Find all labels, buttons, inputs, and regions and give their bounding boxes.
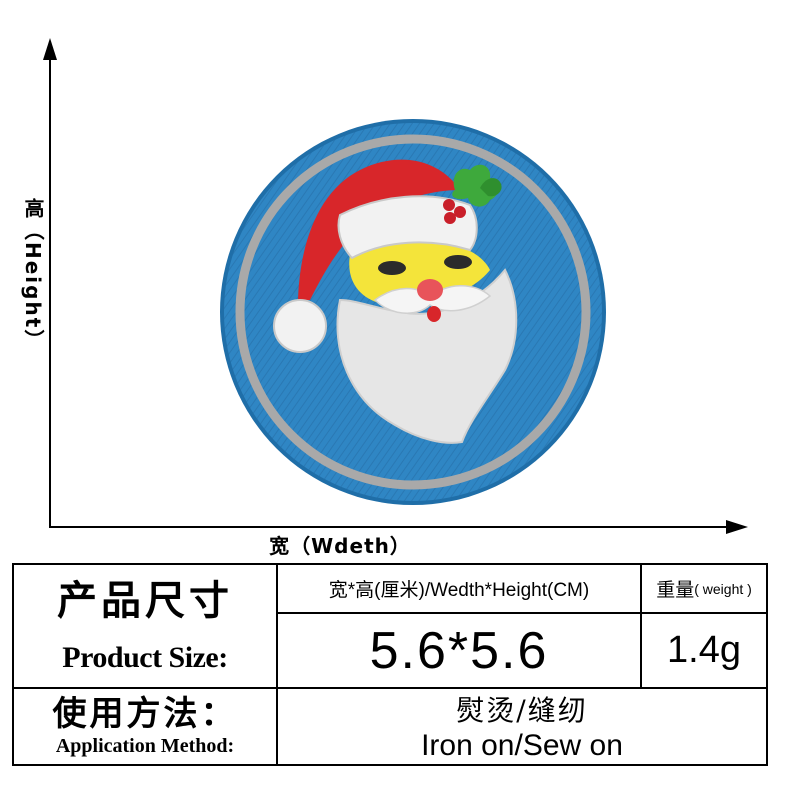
weight-value: 1.4g xyxy=(667,629,741,671)
pompom xyxy=(273,299,327,353)
holly-berry-icon xyxy=(444,212,456,224)
holly-berry-icon xyxy=(443,199,455,211)
santa-patch xyxy=(220,119,606,505)
method-en-value: Iron on/Sew on xyxy=(421,728,623,762)
height-axis-label: 高（Height） xyxy=(21,198,45,352)
application-en-label: Application Method: xyxy=(55,735,235,757)
mouth xyxy=(427,306,441,322)
patch-photo-svg xyxy=(43,38,748,534)
product-size-cn-label: 产品尺寸 xyxy=(57,577,233,624)
application-cn-label: 使用方法： xyxy=(52,693,238,732)
table-divider xyxy=(276,565,278,764)
table-divider xyxy=(14,687,766,689)
table-divider xyxy=(276,612,766,614)
x-axis-arrow-icon xyxy=(726,520,748,534)
weight-header-cn: 重量 xyxy=(656,580,695,601)
dimension-value: 5.6*5.6 xyxy=(369,621,549,680)
holly-berry-icon xyxy=(454,206,466,218)
product-figure: 宽（Wdeth） 高（Height） xyxy=(21,38,748,558)
weight-header-en: ( weight ) xyxy=(694,580,752,597)
holly-leaf-icon xyxy=(480,178,502,197)
dimension-header: 宽*高(厘米)/Wedth*Height(CM) xyxy=(328,580,590,601)
beard xyxy=(336,268,518,444)
product-size-en-label: Product Size: xyxy=(62,641,228,674)
patch-ring xyxy=(235,134,591,490)
weight-header: 重量( weight ) xyxy=(642,565,766,612)
y-axis-arrow-icon xyxy=(43,38,57,60)
hat xyxy=(298,159,460,300)
width-axis-label: 宽（Wdeth） xyxy=(269,534,411,558)
spec-table: 产品尺寸 Product Size: 宽*高(厘米)/Wedth*Height(… xyxy=(12,563,768,766)
method-cn-value: 熨烫/缝纫 xyxy=(456,694,588,727)
left-eye xyxy=(378,261,406,275)
hat-fur-band xyxy=(337,195,478,260)
axes xyxy=(43,38,748,534)
right-eye xyxy=(444,255,472,269)
holly-leaf-icon xyxy=(452,164,499,207)
nose xyxy=(417,279,443,301)
table-divider xyxy=(640,565,642,687)
